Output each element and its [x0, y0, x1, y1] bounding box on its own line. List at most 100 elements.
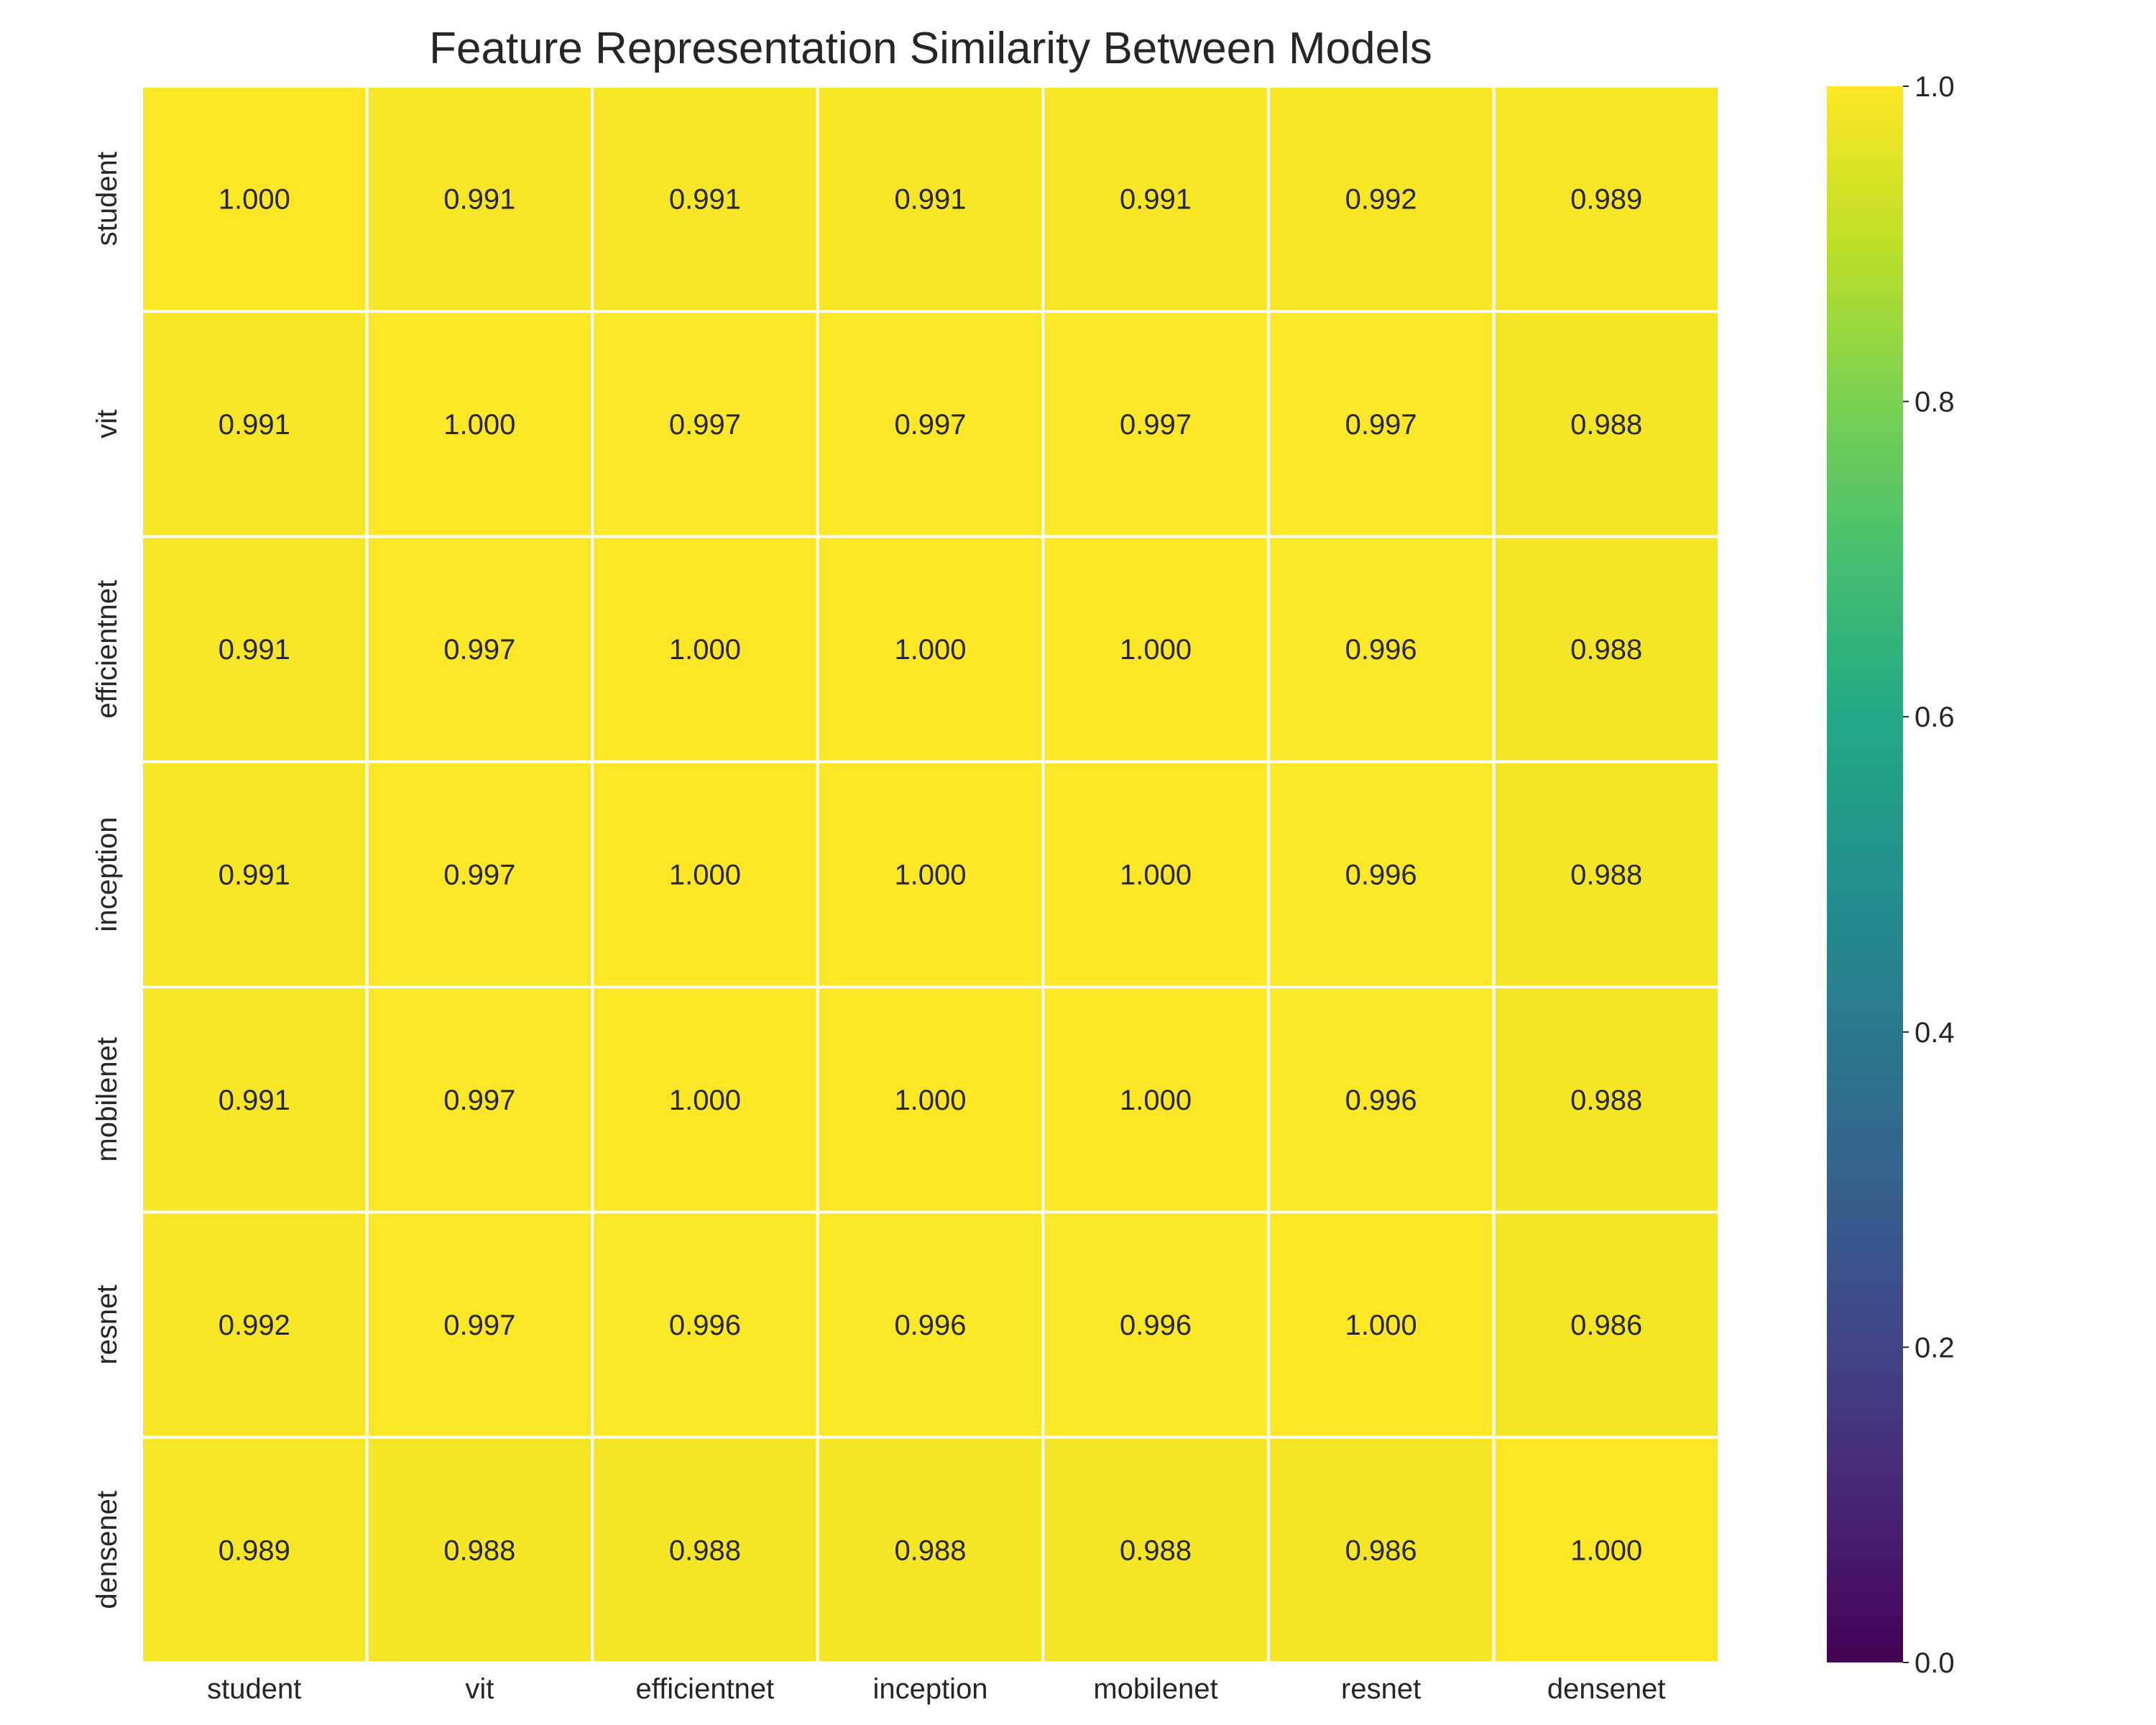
- heatmap-cells: [140, 85, 1720, 1664]
- cell-value-label: 0.988: [1570, 634, 1642, 666]
- cell-value-label: 0.991: [218, 409, 290, 441]
- colorbar-tick-label: 0.4: [1915, 1017, 1955, 1049]
- heatmap-cell-densenet-inception: [816, 1435, 1045, 1664]
- cell-value-label: 0.989: [1570, 184, 1642, 216]
- cell-value-label: 0.988: [894, 1535, 966, 1566]
- heatmap-cell-densenet-densenet: [1492, 1435, 1720, 1664]
- cell-value-label: 0.992: [1345, 184, 1417, 216]
- cell-value-label: 1.000: [1120, 860, 1192, 891]
- colorbar-tick-label: 0.0: [1915, 1647, 1955, 1679]
- heatmap-cell-inception-densenet: [1492, 760, 1720, 989]
- colorbar-tick-label: 0.2: [1915, 1332, 1955, 1363]
- cell-value-label: 0.988: [1570, 1085, 1642, 1116]
- cell-value-label: 1.000: [894, 860, 966, 891]
- heatmap-cell-vit-student: [140, 310, 369, 538]
- heatmap-cell-efficientnet-resnet: [1266, 535, 1496, 763]
- cell-value-label: 1.000: [669, 860, 741, 891]
- heatmap-cell-resnet-mobilenet: [1041, 1210, 1270, 1439]
- x-tick-label-mobilenet: mobilenet: [1093, 1673, 1217, 1705]
- heatmap-cell-efficientnet-mobilenet: [1041, 535, 1270, 763]
- heatmap-cell-vit-mobilenet: [1041, 310, 1270, 538]
- heatmap-cell-vit-resnet: [1266, 310, 1496, 538]
- cell-value-label: 0.996: [894, 1310, 966, 1341]
- heatmap-cell-resnet-student: [140, 1210, 369, 1439]
- heatmap-cell-vit-densenet: [1492, 310, 1720, 538]
- heatmap-cell-student-inception: [816, 85, 1045, 313]
- colorbar-tick-label: 0.8: [1915, 387, 1955, 418]
- cell-value-label: 0.996: [1345, 634, 1417, 666]
- cell-value-label: 1.000: [1120, 1085, 1192, 1116]
- y-tick-label-densenet: densenet: [91, 1491, 123, 1609]
- chart-title: Feature Representation Similarity Betwee…: [429, 24, 1432, 73]
- heatmap-cell-efficientnet-densenet: [1492, 535, 1720, 763]
- cell-value-label: 0.991: [218, 860, 290, 891]
- cell-value-label: 0.989: [218, 1535, 290, 1566]
- cell-value-label: 0.991: [218, 634, 290, 666]
- y-axis-tick-labels: student vit efficientnet inception mobilenet…: [91, 152, 123, 1609]
- heatmap-cell-student-efficientnet: [591, 85, 819, 313]
- cell-value-label: 1.000: [443, 409, 515, 441]
- heatmap-cell-student-vit: [365, 85, 594, 313]
- x-tick-label-inception: inception: [872, 1673, 987, 1705]
- cell-value-label: 0.996: [1120, 1310, 1192, 1341]
- cell-value-label: 0.988: [1120, 1535, 1192, 1566]
- heatmap-cell-efficientnet-vit: [365, 535, 594, 763]
- cell-value-label: 0.992: [218, 1310, 290, 1341]
- heatmap-cell-inception-resnet: [1266, 760, 1496, 989]
- heatmap-cell-inception-vit: [365, 760, 594, 989]
- cell-value-label: 0.988: [1570, 860, 1642, 891]
- cell-value-label: 0.996: [669, 1310, 741, 1341]
- heatmap-cell-mobilenet-densenet: [1492, 985, 1720, 1214]
- cell-value-label: 1.000: [669, 1085, 741, 1116]
- cell-value-label: 0.996: [1345, 860, 1417, 891]
- heatmap-cell-student-student: [140, 85, 369, 313]
- cell-value-label: 1.000: [669, 634, 741, 666]
- colorbar-tick-label: 1.0: [1915, 71, 1955, 103]
- cell-value-label: 0.996: [1345, 1085, 1417, 1116]
- x-tick-label-student: student: [207, 1673, 301, 1705]
- y-tick-label-vit: vit: [91, 410, 123, 438]
- cell-value-label: 1.000: [894, 1085, 966, 1116]
- heatmap-cell-inception-student: [140, 760, 369, 989]
- heatmap-cell-densenet-student: [140, 1435, 369, 1664]
- heatmap-cell-vit-efficientnet: [591, 310, 819, 538]
- x-tick-label-densenet: densenet: [1547, 1673, 1666, 1705]
- x-tick-label-resnet: resnet: [1341, 1673, 1421, 1705]
- y-tick-label-inception: inception: [91, 816, 123, 932]
- heatmap-cell-resnet-vit: [365, 1210, 594, 1439]
- heatmap-cell-student-mobilenet: [1041, 85, 1270, 313]
- y-tick-label-resnet: resnet: [91, 1284, 123, 1364]
- cell-value-label: 0.988: [443, 1535, 515, 1566]
- heatmap-cell-resnet-inception: [816, 1210, 1045, 1439]
- x-tick-label-efficientnet: efficientnet: [636, 1673, 775, 1705]
- cell-value-label: 1.000: [1570, 1535, 1642, 1566]
- heatmap-cell-student-resnet: [1266, 85, 1496, 313]
- heatmap-cell-mobilenet-efficientnet: [591, 985, 819, 1214]
- cell-value-label: 0.991: [669, 184, 741, 216]
- cell-value-label: 0.991: [443, 184, 515, 216]
- cell-value-label: 0.991: [218, 1085, 290, 1116]
- heatmap-cell-labels: 1.000 0.991 0.991 0.991 0.991 0.992 0.989 0.991…: [218, 184, 1643, 1567]
- cell-value-label: 0.997: [894, 409, 966, 441]
- colorbar: [1827, 86, 1903, 1662]
- y-tick-label-student: student: [91, 152, 123, 246]
- heatmap-cell-mobilenet-student: [140, 985, 369, 1214]
- heatmap-cell-densenet-mobilenet: [1041, 1435, 1270, 1664]
- heatmap-cell-efficientnet-inception: [816, 535, 1045, 763]
- cell-value-label: 1.000: [1120, 634, 1192, 666]
- cell-value-label: 1.000: [1345, 1310, 1417, 1341]
- cell-value-label: 0.997: [1345, 409, 1417, 441]
- colorbar-tick-labels: 0.0 0.2 0.4 0.6 0.8 1.0: [1903, 71, 1955, 1679]
- cell-value-label: 0.986: [1345, 1535, 1417, 1566]
- heatmap-cell-efficientnet-efficientnet: [591, 535, 819, 763]
- heatmap-cell-densenet-efficientnet: [591, 1435, 819, 1664]
- heatmap-cell-densenet-resnet: [1266, 1435, 1496, 1664]
- cell-value-label: 1.000: [218, 184, 290, 216]
- cell-value-label: 0.991: [1120, 184, 1192, 216]
- heatmap-cell-resnet-efficientnet: [591, 1210, 819, 1439]
- heatmap-cell-inception-inception: [816, 760, 1045, 989]
- cell-value-label: 0.997: [443, 1310, 515, 1341]
- heatmap-cell-resnet-densenet: [1492, 1210, 1720, 1439]
- y-tick-label-mobilenet: mobilenet: [91, 1037, 123, 1162]
